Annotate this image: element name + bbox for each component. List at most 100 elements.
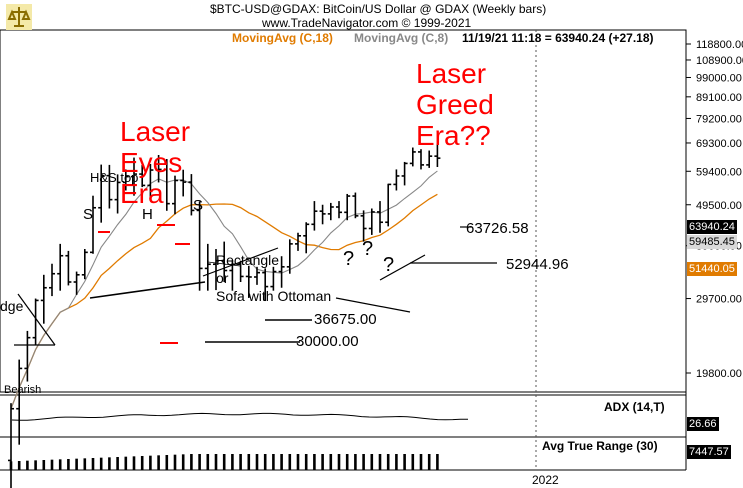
or-label: or (216, 270, 229, 286)
ohlc-bar (90, 195, 96, 254)
ohlc-bar (196, 201, 203, 291)
atr-bar (83, 458, 87, 470)
ohlc-bar (81, 249, 88, 280)
laser-eyes-line-2: Eyes (120, 147, 183, 178)
laser-greed-line-3: Era?? (416, 120, 491, 151)
ohlc-bar (98, 164, 105, 223)
ohlc-bar (278, 256, 285, 288)
y-tick-label: 79200.00 (696, 113, 742, 125)
y-tick-label: 49500.00 (696, 200, 742, 212)
atr-bar (58, 459, 62, 470)
ohlc-bar (49, 263, 55, 297)
atr-bar (321, 454, 324, 470)
ohlc-bar (327, 202, 334, 221)
atr-bar (411, 454, 415, 470)
sofa-arm (202, 247, 279, 277)
ohlc-bar (401, 161, 408, 186)
atr-bar (9, 461, 13, 470)
ohlc-bar (385, 183, 392, 227)
ma18-legend: MovingAvg (C,18) (232, 31, 333, 45)
ohlc-bar (139, 164, 146, 188)
left-shoulder-label: S (83, 206, 94, 223)
atr-bar (313, 454, 316, 470)
question-mark-3: ? (383, 254, 395, 276)
ohlc-bar (32, 298, 39, 346)
adx-value-box: 26.66 (687, 417, 719, 431)
atr-bar (124, 456, 128, 470)
y-tick-label: 59400.00 (696, 166, 742, 178)
atr-bar (165, 455, 169, 470)
ohlc-bar (270, 266, 277, 291)
ohlc-bar (163, 159, 170, 211)
laser-eyes-annotation: Laser Eyes Era (120, 116, 190, 209)
ohlc-bar (393, 169, 400, 191)
laser-eyes-line-1: Laser (120, 116, 191, 147)
atr-bar (304, 454, 308, 470)
atr-bar (263, 454, 267, 470)
wedge-upper (17, 293, 56, 346)
atr-label: Avg True Range (30) (542, 439, 658, 453)
ohlc-bar (262, 268, 269, 302)
ma8-price-box: 59485.45 (687, 235, 737, 249)
atr-bar (116, 457, 119, 470)
x-axis: 2022 (532, 473, 559, 487)
atr-bar (108, 457, 111, 470)
atr-bar (67, 459, 70, 470)
y-tick-label: 108900.00 (696, 55, 743, 67)
question-mark-1: ? (343, 248, 355, 270)
ohlc-bar (57, 243, 64, 291)
atr-bar (280, 454, 283, 470)
ohlc-bar (204, 243, 211, 291)
laser-greed-annotation: Laser Greed Era?? (416, 58, 494, 151)
atr-bar (296, 454, 300, 470)
atr-bar (288, 454, 292, 470)
atr-bar (329, 454, 333, 470)
level-52944-label: 52944.96 (506, 256, 569, 273)
atr-bar (181, 454, 185, 470)
x-tick-label: 2022 (532, 473, 559, 487)
ohlc-bar (106, 164, 113, 209)
ohlc-bar (245, 265, 252, 298)
y-tick-label: 99000.00 (696, 72, 742, 84)
ohlc-bar (16, 359, 23, 445)
y-tick-label: 118800.00 (696, 39, 743, 51)
ohlc-bar (73, 271, 80, 295)
ohlc-bar (311, 201, 318, 231)
atr-bar (255, 454, 259, 470)
ohlc-bar (8, 403, 14, 488)
sofa-label: Sofa with Ottoman (216, 288, 332, 304)
atr-pane (9, 454, 439, 470)
adx-label: ADX (14,T) (604, 400, 665, 414)
last-price-box: 63940.24 (687, 220, 737, 234)
atr-bar (354, 454, 357, 470)
copyright: www.TradeNavigator.com © 1999-2021 (262, 16, 472, 30)
atr-bar (17, 461, 21, 470)
ma18-price-box: 51440.05 (687, 262, 737, 276)
atr-bar (378, 454, 382, 470)
atr-bar (370, 454, 374, 470)
bar-info: 11/19/21 11:18 = 63940.24 (+27.18) (462, 31, 654, 45)
atr-bar (403, 454, 406, 470)
rectangle-label: Rectangle (216, 252, 280, 268)
atr-bar (26, 460, 29, 470)
laser-greed-line-2: Greed (416, 89, 494, 120)
chart-title: $BTC-USD@GDAX: BitCoin/US Dollar @ GDAX … (210, 2, 547, 16)
atr-bar (345, 454, 349, 470)
ohlc-bar (221, 241, 228, 283)
ma8-legend: MovingAvg (C,8) (354, 31, 449, 45)
atr-bar (436, 454, 439, 470)
ma18-path (10, 193, 438, 409)
ohlc-bar (426, 150, 433, 168)
bearish-label: Bearish (4, 384, 42, 396)
atr-bar (239, 454, 242, 470)
atr-bar (157, 455, 160, 470)
y-tick-label: 69300.00 (696, 138, 742, 150)
level-36675-label: 36675.00 (314, 311, 377, 328)
ohlc-bar (368, 208, 375, 235)
ma8-path (10, 170, 438, 409)
head-label: H (142, 206, 153, 223)
ohlc-bar (303, 222, 310, 254)
atr-bar (198, 454, 201, 470)
level-30000-label: 30000.00 (296, 333, 359, 350)
laser-greed-line-1: Laser (416, 58, 487, 89)
